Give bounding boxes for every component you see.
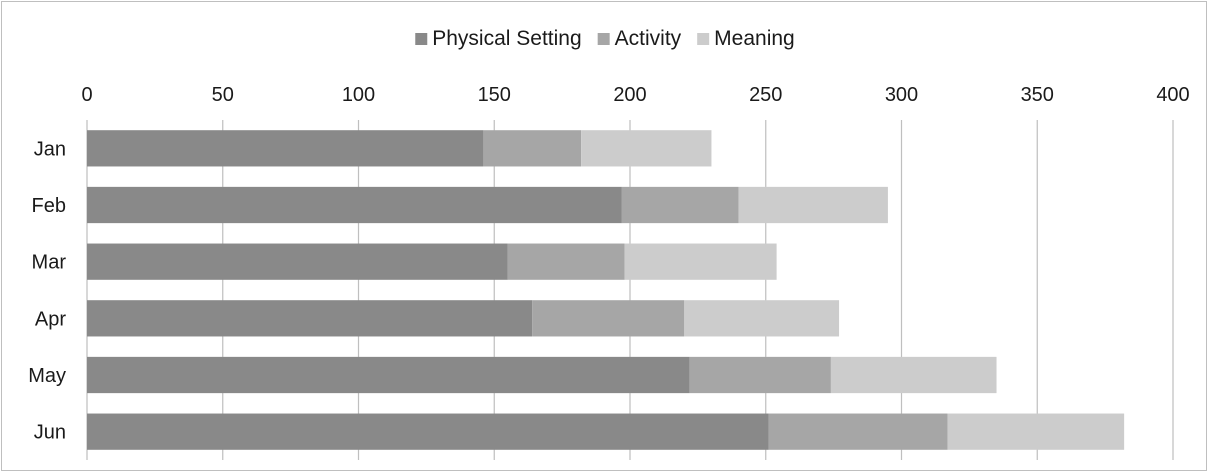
legend-swatch	[597, 33, 610, 45]
bar-segment	[830, 356, 997, 394]
legend-swatch	[415, 33, 428, 45]
bar-segment	[87, 356, 690, 394]
x-tick-label: 350	[1021, 84, 1054, 106]
x-tick-label: 0	[81, 84, 92, 106]
legend-label: Meaning	[714, 27, 795, 50]
bar-segment	[947, 413, 1125, 450]
x-axis-ticks: 0 50 100 150 200 250 300 350 400	[81, 84, 1189, 106]
bar-segment	[738, 186, 888, 224]
category-label: May	[28, 365, 66, 387]
y-axis-categories: Jan Feb Mar Apr May Jun	[28, 138, 66, 443]
bar-segment	[507, 243, 625, 280]
x-tick-label: 400	[1156, 84, 1189, 106]
bar-segment	[87, 243, 508, 280]
legend-label: Physical Setting	[432, 27, 581, 50]
bar-segment	[621, 186, 739, 224]
gridlines	[86, 120, 1174, 460]
bar-segment	[532, 300, 685, 337]
bar-segment	[87, 130, 484, 167]
category-label: Jan	[34, 138, 66, 160]
x-tick-label: 300	[885, 84, 918, 106]
x-tick-label: 100	[342, 84, 375, 106]
category-label: Feb	[32, 195, 66, 217]
bar-segment	[581, 130, 712, 167]
bar-segment	[689, 356, 831, 394]
x-tick-label: 150	[478, 84, 511, 106]
bar-segment	[87, 413, 769, 450]
bar-segment	[483, 130, 582, 167]
x-tick-label: 200	[613, 84, 646, 106]
bar-segment	[624, 243, 777, 280]
category-label: Apr	[35, 308, 66, 330]
x-tick-label: 250	[749, 84, 782, 106]
bars	[87, 130, 1125, 450]
legend: Physical Setting Activity Meaning	[415, 27, 795, 50]
x-tick-label: 50	[212, 84, 234, 106]
legend-label: Activity	[615, 27, 682, 50]
legend-swatch	[697, 33, 710, 45]
bar-segment	[87, 300, 533, 337]
bar-segment	[87, 186, 622, 224]
bar-segment	[684, 300, 840, 337]
bar-segment	[768, 413, 948, 450]
category-label: Mar	[32, 252, 67, 274]
category-label: Jun	[34, 422, 66, 444]
